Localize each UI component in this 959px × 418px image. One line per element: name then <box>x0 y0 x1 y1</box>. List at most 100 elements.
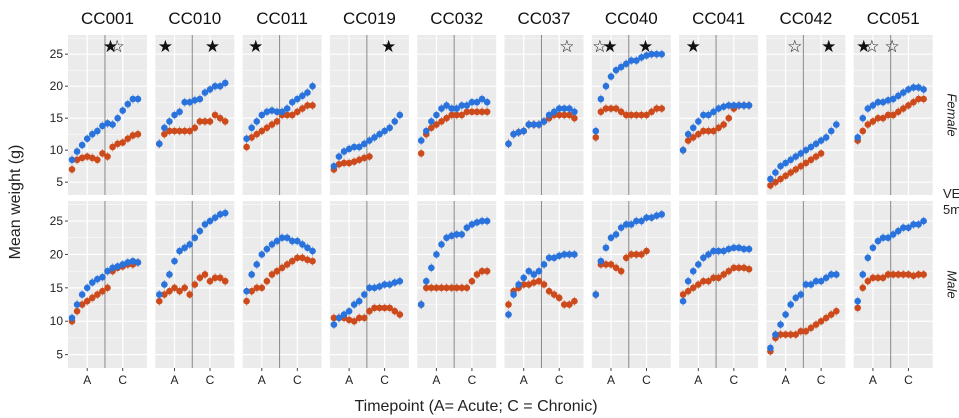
data-point-blue <box>915 221 922 228</box>
data-point-red <box>88 294 96 302</box>
data-point-blue <box>263 108 271 116</box>
data-point-red <box>710 274 717 282</box>
filled-star-icon: ★ <box>686 37 701 57</box>
strain-title: CC019 <box>343 9 396 28</box>
data-point-red <box>83 297 91 305</box>
data-point-blue <box>299 92 306 100</box>
data-point-red <box>802 159 810 167</box>
data-point-blue <box>612 66 620 74</box>
data-point-red <box>181 127 188 135</box>
data-point-blue <box>294 95 301 103</box>
x-tick-label: C <box>293 373 302 387</box>
data-point-blue <box>592 127 600 135</box>
data-point-red <box>468 277 476 285</box>
data-point-blue <box>335 153 343 160</box>
data-point-red <box>915 95 922 103</box>
data-point-red <box>705 277 712 285</box>
data-point-blue <box>468 98 476 106</box>
data-point-blue <box>391 279 399 286</box>
data-point-blue <box>94 275 101 283</box>
data-point-blue <box>463 102 471 109</box>
data-point-blue <box>304 89 311 96</box>
data-point-red <box>243 143 250 151</box>
data-point-blue <box>376 130 383 138</box>
data-point-red <box>653 105 660 112</box>
data-point-blue <box>211 82 219 90</box>
data-point-blue <box>602 82 610 90</box>
data-point-red <box>288 111 296 119</box>
data-point-blue <box>859 114 867 122</box>
data-point-red <box>638 111 645 119</box>
data-point-red <box>730 264 738 272</box>
y-tick-label: 5 <box>56 348 63 362</box>
data-point-red <box>910 272 917 280</box>
data-point-red <box>643 111 650 119</box>
data-point-blue <box>792 294 800 302</box>
data-point-red <box>777 175 784 183</box>
data-point-blue <box>817 277 825 285</box>
data-point-red <box>735 264 743 272</box>
data-point-blue <box>428 264 435 272</box>
data-point-red <box>915 271 922 278</box>
facet-male <box>417 201 497 368</box>
data-point-red <box>273 267 281 275</box>
data-point-red <box>859 284 867 292</box>
panel-background <box>679 35 759 195</box>
data-point-red <box>879 274 887 282</box>
data-point-blue <box>196 95 204 103</box>
data-point-blue <box>812 140 820 148</box>
data-point-red <box>797 162 805 170</box>
data-point-red <box>248 287 255 295</box>
data-point-blue <box>879 98 887 106</box>
data-point-blue <box>428 118 435 125</box>
data-point-red <box>156 297 163 305</box>
data-point-red <box>807 324 815 332</box>
data-point-blue <box>253 261 261 268</box>
panel-background <box>679 201 759 368</box>
data-point-blue <box>355 143 363 151</box>
data-point-red <box>68 166 76 173</box>
data-point-red <box>448 111 455 119</box>
data-point-red <box>443 284 450 292</box>
data-point-red <box>540 281 548 288</box>
data-point-blue <box>638 54 645 61</box>
data-point-red <box>617 267 625 275</box>
data-point-blue <box>88 279 96 286</box>
data-point-blue <box>807 281 815 288</box>
data-point-blue <box>566 105 573 112</box>
data-point-red <box>560 111 568 119</box>
data-point-blue <box>894 227 902 235</box>
data-point-blue <box>833 271 840 278</box>
x-axis-title: Timepoint (A= Acute; C = Chronic) <box>354 398 597 415</box>
data-point-red <box>679 291 687 298</box>
data-point-blue <box>864 105 872 112</box>
data-point-blue <box>68 314 76 322</box>
panel-cc010: CC010 ★ ★ A C <box>155 9 235 387</box>
data-point-red <box>376 304 383 312</box>
data-point-red <box>350 158 358 166</box>
data-point-red <box>859 127 867 135</box>
data-point-blue <box>134 259 142 266</box>
data-point-blue <box>176 108 183 116</box>
data-point-red <box>309 257 316 265</box>
data-point-red <box>166 127 173 135</box>
data-point-red <box>109 143 116 151</box>
data-point-blue <box>386 124 393 132</box>
data-point-blue <box>119 107 127 114</box>
data-point-blue <box>268 241 276 248</box>
facet-female <box>417 35 497 195</box>
data-point-blue <box>833 121 840 128</box>
data-point-red <box>910 98 917 106</box>
data-point-blue <box>607 234 615 242</box>
data-point-red <box>478 108 486 116</box>
facet-female <box>591 35 671 195</box>
facet-male <box>853 201 933 368</box>
data-point-blue <box>520 127 528 135</box>
data-point-red <box>812 321 820 328</box>
open-star-icon: ☆ <box>787 37 802 57</box>
data-point-red <box>176 127 183 135</box>
data-point-blue <box>422 277 430 285</box>
data-point-blue <box>263 245 271 253</box>
data-point-red <box>248 134 255 141</box>
data-point-red <box>530 279 538 286</box>
